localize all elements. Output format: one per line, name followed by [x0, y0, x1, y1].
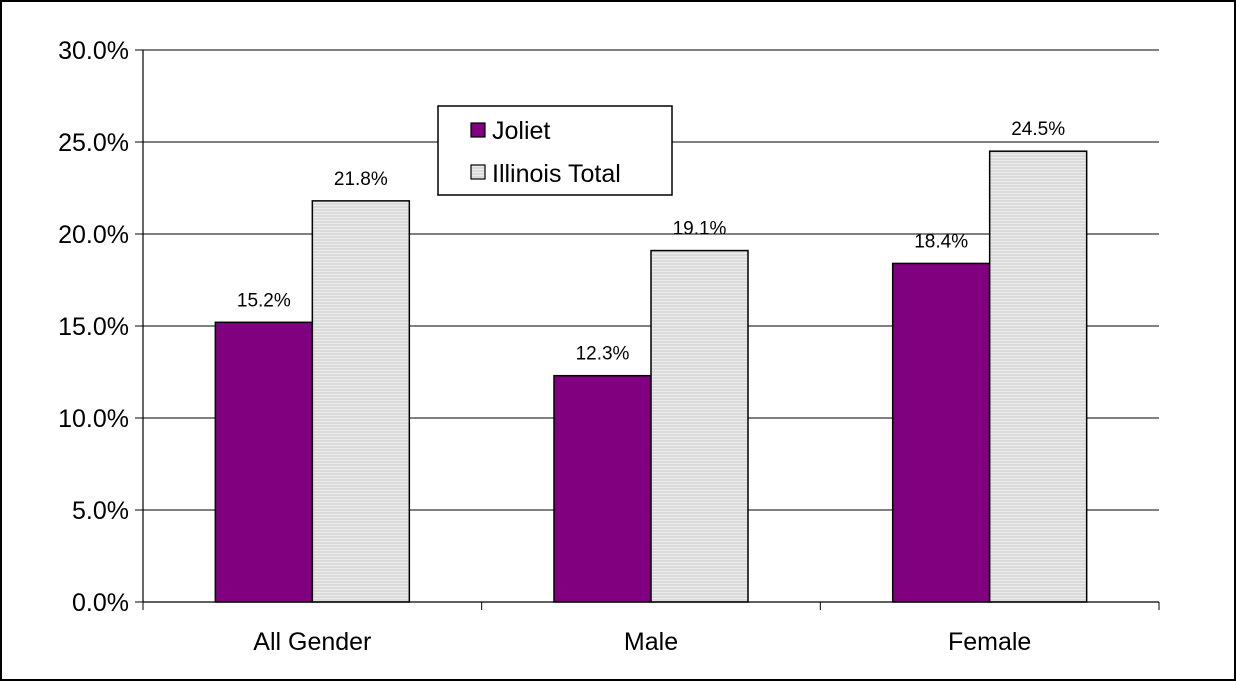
y-tick-label: 20.0% — [58, 221, 129, 249]
labels: 0.0% 5.0% 10.0% 15.0% 20.0% 25.0% 30.0% 15.2% 21… — [58, 37, 1065, 656]
bar-joliet-all-gender — [214, 321, 314, 603]
data-label-illinois-total-male: 19.1% — [673, 219, 727, 240]
legend-swatch-joliet — [470, 122, 486, 138]
bar-joliet-male — [553, 374, 652, 603]
y-tick-label: 0.0% — [72, 589, 129, 617]
bar-illinois-total-male — [650, 249, 749, 603]
bar-joliet-female — [891, 262, 991, 603]
y-tick-label: 15.0% — [58, 313, 129, 341]
y-tick-label: 30.0% — [58, 37, 129, 65]
y-tick-label: 10.0% — [58, 405, 129, 433]
x-category-label: Male — [624, 628, 678, 656]
y-tick-label: 25.0% — [58, 129, 129, 157]
x-category-label: Female — [948, 628, 1031, 656]
x-category-label: All Gender — [253, 628, 371, 656]
legend-box — [437, 105, 673, 196]
data-label-joliet-all-gender: 15.2% — [237, 290, 291, 311]
y-tick-label: 5.0% — [72, 497, 129, 525]
axes — [135, 49, 1160, 610]
bar-illinois-total-female — [988, 150, 1088, 603]
bars — [214, 150, 1088, 603]
legend-label-joliet: Joliet — [492, 117, 550, 145]
data-label-joliet-female: 18.4% — [914, 231, 968, 252]
legend: Joliet Illinois Total — [437, 105, 673, 196]
legend-label-illinois-total: Illinois Total — [492, 160, 621, 188]
data-label-illinois-total-female: 24.5% — [1011, 119, 1065, 140]
bar-illinois-total-all-gender — [311, 200, 411, 603]
data-label-illinois-total-all-gender: 21.8% — [334, 169, 388, 190]
data-label-joliet-male: 12.3% — [576, 344, 630, 365]
legend-swatch-illinois-total — [470, 164, 486, 180]
